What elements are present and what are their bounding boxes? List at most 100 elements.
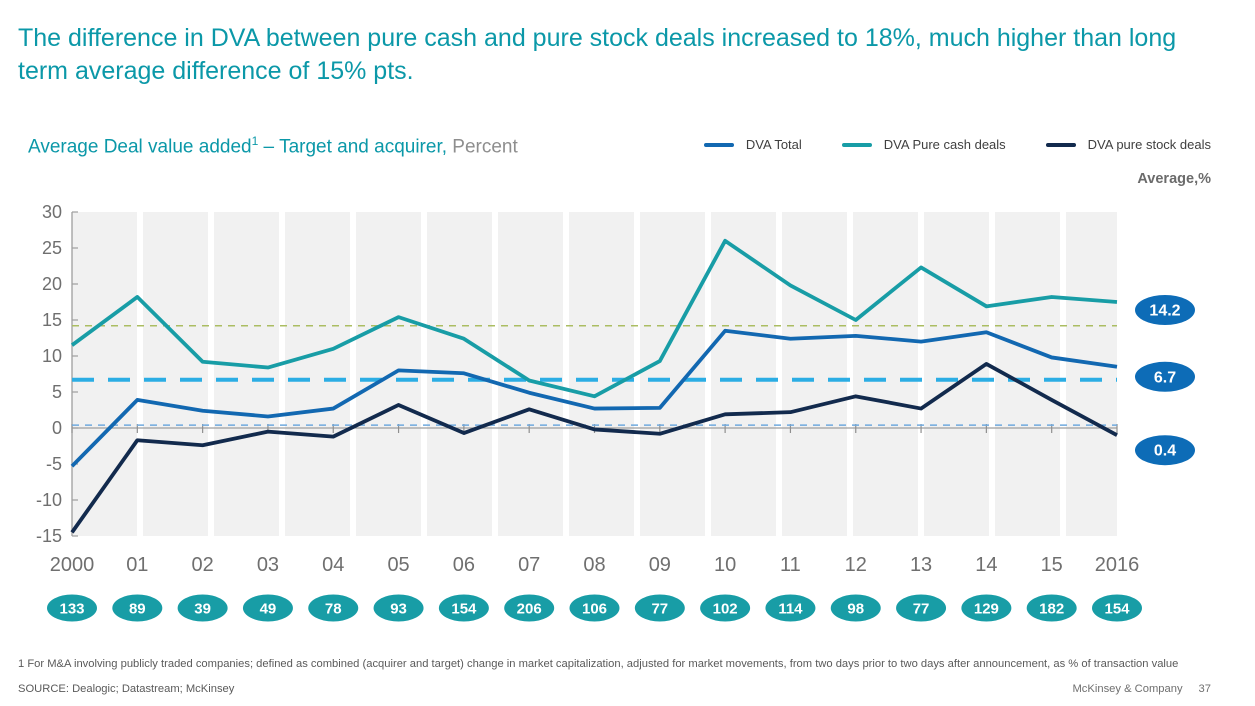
- x-axis-label: 11: [780, 554, 801, 576]
- series-line-dva-total: [70, 328, 1118, 468]
- average-badge: [1135, 361, 1195, 392]
- x-axis-label: 13: [910, 554, 932, 576]
- deal-count-badge: [308, 594, 359, 622]
- average-badge: [1135, 295, 1195, 325]
- plot-band: [711, 212, 776, 536]
- deal-count-badge: [1026, 594, 1077, 622]
- x-axis-label: 2016: [1095, 554, 1140, 576]
- legend-item-dva-total: DVA Total: [703, 137, 802, 152]
- plot-band: [143, 212, 208, 536]
- brand-line: McKinsey & Company 37: [1072, 683, 1211, 695]
- x-axis-label: 01: [126, 554, 148, 576]
- legend-line-swatch-teal: [841, 142, 872, 147]
- x-axis-label: 10: [714, 554, 736, 576]
- chart-legend: DVA Total DVA Pure cash deals DVA pure s…: [703, 137, 1211, 152]
- deal-count-badge: [961, 594, 1012, 622]
- legend-item-dva-pure-stock: DVA pure stock deals: [1045, 137, 1211, 152]
- deal-count-value: 49: [260, 600, 277, 617]
- series-line-dva-pure-stock-deals: [70, 362, 1118, 534]
- footnote: 1 For M&A involving publicly traded comp…: [18, 658, 1179, 670]
- y-axis-label: -15: [36, 526, 62, 546]
- plot-band: [924, 212, 989, 536]
- deal-count-value: 182: [1039, 600, 1064, 617]
- deal-count-value: 89: [129, 600, 146, 617]
- deal-count-value: 154: [451, 600, 477, 617]
- y-axis-label: 10: [42, 346, 62, 366]
- deal-count-badge: [504, 594, 555, 622]
- x-axis-label: 09: [649, 554, 671, 576]
- deal-count-badge: [765, 594, 816, 622]
- page-number: 37: [1198, 683, 1211, 695]
- deal-count-badge: [177, 594, 228, 622]
- deal-count-badge: [112, 594, 163, 622]
- x-axis-label: 06: [453, 554, 475, 576]
- y-axis-label: 5: [52, 382, 62, 402]
- plot-band: [214, 212, 279, 536]
- deal-count-value: 133: [59, 600, 84, 617]
- average-value: 6.7: [1154, 369, 1176, 386]
- deal-count-badge: [634, 594, 685, 622]
- y-axis-label: 20: [42, 274, 62, 294]
- plot-band: [356, 212, 421, 536]
- deal-count-badge: [373, 594, 424, 622]
- deal-count-badge: [47, 594, 97, 622]
- chart-subtitle-unit: Percent: [447, 136, 518, 158]
- chart-subtitle: Average Deal value added1 – Target and a…: [28, 134, 518, 158]
- plot-band: [782, 212, 847, 536]
- deal-count-value: 93: [390, 600, 407, 617]
- average-column-header: Average,%: [1137, 171, 1211, 187]
- average-badge: [1135, 435, 1195, 466]
- x-axis-label: 02: [192, 554, 214, 576]
- deal-count-value: 106: [582, 600, 607, 617]
- source-line: SOURCE: Dealogic; Datastream; McKinsey: [18, 683, 235, 695]
- plot-band: [498, 212, 563, 536]
- x-axis-label: 07: [518, 554, 540, 576]
- plot-band: [1066, 212, 1117, 536]
- deal-count-value: 77: [651, 600, 668, 617]
- deal-count-badge: [569, 594, 620, 622]
- average-value: 14.2: [1149, 303, 1180, 320]
- slide-title: The difference in DVA between pure cash …: [18, 24, 1177, 85]
- deal-count-value: 78: [325, 600, 342, 617]
- plot-band: [72, 212, 137, 536]
- legend-label: DVA Pure cash deals: [883, 137, 1006, 152]
- deal-count-badge: [242, 594, 293, 622]
- plot-band: [853, 212, 918, 536]
- average-value: 0.4: [1154, 443, 1176, 460]
- y-axis-label: 30: [42, 202, 62, 222]
- chart-subtitle-main: Average Deal value added: [28, 136, 252, 158]
- legend-line-swatch-navy: [1045, 142, 1076, 147]
- deal-count-badge: [830, 594, 881, 622]
- legend-label: DVA Total: [745, 137, 802, 152]
- deal-count-value: 39: [194, 600, 211, 617]
- deal-count-value: 98: [847, 600, 864, 617]
- y-axis-label: 0: [52, 418, 62, 438]
- series-line-dva-pure-cash-deals: [70, 238, 1118, 399]
- deal-count-value: 206: [517, 600, 542, 617]
- deal-count-value: 114: [778, 600, 803, 617]
- chart-subtitle-rest: – Target and acquirer,: [258, 136, 448, 158]
- deal-count-badge: [700, 594, 751, 622]
- deal-count-badge: [896, 594, 947, 622]
- legend-label: DVA pure stock deals: [1087, 137, 1211, 152]
- brand-name: McKinsey & Company: [1072, 683, 1183, 695]
- deal-count-value: 102: [713, 600, 738, 617]
- deal-count-value: 77: [913, 600, 930, 617]
- y-axis-label: -5: [46, 454, 62, 474]
- x-axis-label: 08: [583, 554, 605, 576]
- y-axis-label: -10: [36, 490, 62, 510]
- footnote-marker: 1: [251, 134, 259, 148]
- legend-line-swatch-blue: [703, 142, 734, 147]
- x-axis-label: 05: [387, 554, 409, 576]
- x-axis-label: 04: [322, 554, 344, 576]
- x-axis-label: 15: [1041, 554, 1063, 576]
- x-axis-label: 14: [975, 554, 997, 576]
- x-axis-label: 03: [257, 554, 279, 576]
- y-axis-label: 15: [42, 310, 62, 330]
- x-axis-label: 2000: [50, 554, 95, 576]
- plot-band: [285, 212, 350, 536]
- y-axis-label: 25: [42, 238, 62, 258]
- deal-count-badge: [1092, 594, 1142, 622]
